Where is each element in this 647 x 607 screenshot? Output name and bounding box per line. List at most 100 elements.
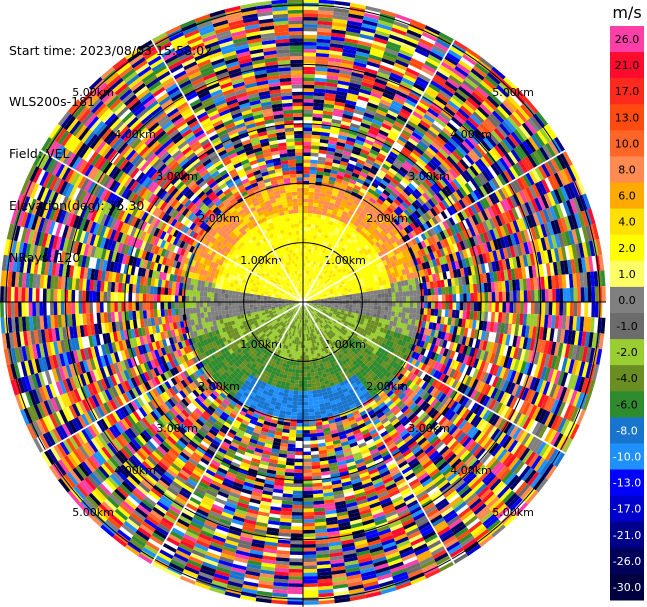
velocity-gate	[543, 161, 554, 176]
velocity-gate	[358, 92, 371, 99]
velocity-gate	[573, 302, 578, 317]
velocity-gate	[509, 291, 514, 302]
velocity-gate	[449, 226, 456, 236]
velocity-gate	[361, 218, 368, 225]
velocity-gate	[396, 206, 404, 214]
velocity-gate	[491, 147, 502, 160]
velocity-gate	[318, 258, 322, 263]
velocity-gate	[303, 497, 314, 502]
velocity-gate	[338, 254, 344, 260]
velocity-gate	[506, 196, 515, 210]
velocity-gate	[303, 209, 308, 213]
velocity-gate	[333, 7, 350, 14]
velocity-gate	[307, 220, 312, 224]
velocity-gate	[356, 251, 362, 258]
velocity-gate	[305, 296, 308, 300]
velocity-gate	[299, 369, 303, 374]
velocity-gate	[340, 183, 348, 189]
velocity-gate	[322, 175, 330, 180]
velocity-gate	[358, 244, 364, 250]
velocity-gate	[405, 307, 410, 314]
velocity-gate	[339, 217, 346, 223]
velocity-gate	[342, 297, 346, 300]
velocity-gate	[484, 292, 489, 302]
velocity-gate	[309, 361, 313, 366]
velocity-gate	[322, 269, 326, 274]
velocity-gate	[303, 568, 318, 573]
velocity-gate	[391, 228, 399, 235]
velocity-gate	[344, 279, 349, 284]
velocity-gate	[332, 111, 343, 118]
velocity-gate	[374, 268, 380, 274]
velocity-gate	[409, 113, 422, 123]
velocity-gate	[557, 170, 567, 186]
velocity-gate	[303, 212, 308, 217]
velocity-gate	[381, 163, 391, 171]
velocity-gate	[472, 65, 487, 78]
velocity-gate	[462, 310, 467, 320]
velocity-gate	[462, 121, 475, 134]
velocity-gate	[381, 58, 395, 66]
velocity-gate	[522, 173, 532, 188]
velocity-gate	[424, 25, 441, 36]
velocity-gate	[311, 465, 321, 470]
velocity-gate	[308, 408, 315, 413]
velocity-gate	[545, 142, 557, 158]
velocity-gate	[408, 61, 423, 71]
velocity-gate	[306, 358, 310, 363]
velocity-gate	[430, 185, 439, 195]
velocity-gate	[368, 234, 375, 240]
velocity-gate	[323, 285, 327, 289]
velocity-gate	[421, 214, 429, 223]
velocity-gate	[376, 226, 383, 233]
velocity-gate	[347, 230, 354, 236]
velocity-gate	[312, 295, 316, 298]
velocity-gate	[314, 375, 320, 380]
velocity-gate	[452, 233, 460, 244]
velocity-gate	[334, 215, 341, 221]
velocity-gate	[481, 120, 494, 133]
velocity-gate	[362, 233, 369, 239]
velocity-gate	[318, 6, 334, 12]
velocity-gate	[303, 376, 308, 381]
velocity-gate	[436, 241, 443, 250]
velocity-gate	[323, 222, 329, 228]
velocity-gate	[314, 77, 327, 83]
velocity-gate	[384, 302, 389, 307]
velocity-gate	[303, 398, 309, 402]
velocity-gate	[444, 185, 453, 196]
velocity-gate	[307, 289, 310, 293]
velocity-gate	[314, 84, 326, 90]
velocity-gate	[309, 173, 317, 178]
velocity-gate	[338, 205, 345, 211]
velocity-gate	[444, 286, 449, 295]
velocity-gate	[376, 132, 388, 140]
velocity-gate	[334, 227, 341, 233]
velocity-gate	[329, 217, 335, 223]
velocity-gate	[328, 274, 333, 279]
velocity-gate	[403, 255, 410, 263]
velocity-gate	[360, 235, 366, 242]
velocity-gate	[306, 241, 310, 246]
velocity-gate	[328, 176, 337, 182]
velocity-gate	[323, 293, 327, 296]
velocity-gate	[308, 245, 312, 250]
velocity-gate	[359, 230, 365, 236]
velocity-gate	[413, 296, 417, 302]
velocity-gate	[307, 255, 311, 260]
velocity-gate	[446, 77, 461, 89]
velocity-gate	[312, 209, 318, 214]
velocity-gate	[436, 232, 443, 242]
velocity-gate	[391, 311, 396, 317]
velocity-gate	[326, 258, 331, 264]
velocity-gate	[365, 135, 376, 143]
velocity-gate	[303, 170, 310, 174]
velocity-gate	[344, 266, 350, 271]
velocity-gate	[416, 207, 425, 217]
velocity-gate	[323, 253, 328, 258]
velocity-gate	[304, 295, 306, 299]
velocity-gate	[448, 216, 456, 226]
velocity-gate	[312, 206, 319, 211]
velocity-gate	[303, 415, 310, 420]
velocity-gate	[327, 251, 332, 256]
